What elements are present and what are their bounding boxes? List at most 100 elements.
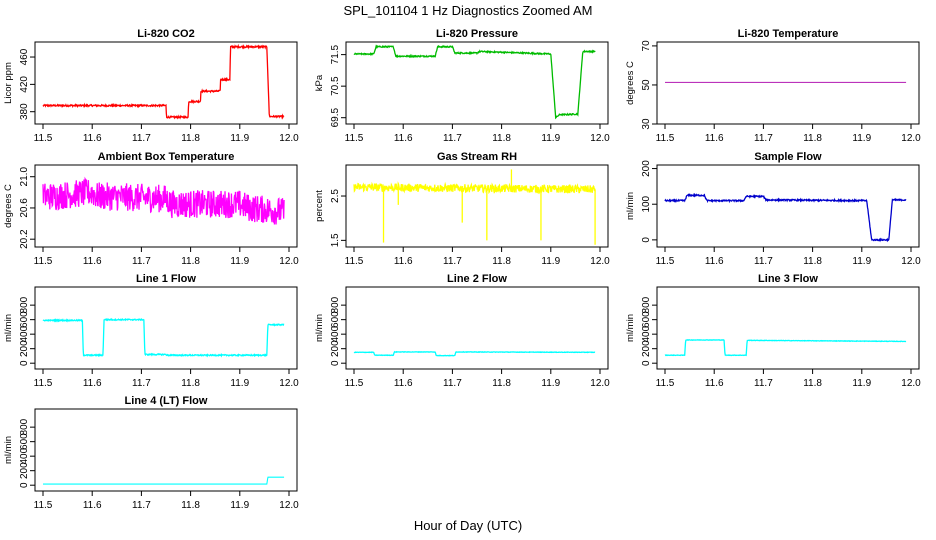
y-axis-label: percent xyxy=(314,190,325,222)
plot-frame xyxy=(656,286,920,370)
series-line xyxy=(353,350,596,357)
x-tick-label: 11.8 xyxy=(181,500,200,511)
x-tick-label: 11.7 xyxy=(132,500,151,511)
y-axis-label: ml/min xyxy=(625,192,636,220)
x-tick-label: 11.8 xyxy=(492,133,511,144)
y-tick-label: 400 xyxy=(330,325,341,342)
y-tick-label: 0 xyxy=(641,360,652,366)
y-tick-label: 200 xyxy=(641,340,652,357)
y-tick-label: 800 xyxy=(19,418,30,435)
x-tick-label: 12.0 xyxy=(590,133,610,144)
y-tick-label: 20.6 xyxy=(19,198,30,218)
y-tick-label: 69.5 xyxy=(330,108,341,128)
x-tick-label: 11.8 xyxy=(492,256,511,267)
x-tick-label: 11.9 xyxy=(230,500,249,511)
y-tick-label: 0 xyxy=(330,360,341,366)
y-axis-label: kPa xyxy=(314,74,325,91)
plot-frame xyxy=(34,41,298,125)
x-tick-label: 11.7 xyxy=(132,378,151,389)
series-line xyxy=(42,176,285,225)
x-tick-label: 11.6 xyxy=(705,133,724,144)
panel-title: Li-820 CO2 xyxy=(137,28,194,40)
panel-title: Ambient Box Temperature xyxy=(98,151,235,163)
panel-1: Li-820 Pressure 11.5 11.6 11.7 11.8 11.9 12.0 6… xyxy=(314,28,610,144)
panel-title: Line 3 Flow xyxy=(758,273,818,285)
y-tick-label: 600 xyxy=(19,433,30,450)
y-tick-label: 30 xyxy=(641,118,652,130)
y-tick-label: 71.5 xyxy=(330,44,341,64)
x-tick-label: 12.0 xyxy=(279,133,299,144)
y-axis-label: ml/min xyxy=(3,436,14,464)
y-tick-label: 50 xyxy=(641,79,652,91)
y-tick-label: 380 xyxy=(19,103,30,120)
y-tick-label: 70 xyxy=(641,40,652,52)
y-tick-label: 0 xyxy=(641,237,652,243)
panels: Li-820 CO2 11.5 11.6 11.7 11.8 11.9 12.0 380 420… xyxy=(3,28,921,511)
x-tick-label: 11.6 xyxy=(394,256,413,267)
x-tick-label: 12.0 xyxy=(901,378,921,389)
y-axis-label: Licor ppm xyxy=(3,62,14,104)
x-tick-label: 12.0 xyxy=(590,256,610,267)
x-tick-label: 12.0 xyxy=(279,500,299,511)
panel-3: Ambient Box Temperature 11.5 11.6 11.7 11.8 1… xyxy=(3,151,299,267)
x-tick-label: 11.6 xyxy=(394,133,413,144)
plot-frame xyxy=(34,408,298,492)
series-line xyxy=(42,317,285,358)
panel-title: Gas Stream RH xyxy=(437,151,517,163)
y-axis-label: degrees C xyxy=(625,61,636,105)
y-tick-label: 400 xyxy=(641,325,652,342)
x-tick-label: 11.6 xyxy=(83,378,102,389)
y-tick-label: 200 xyxy=(641,160,652,177)
x-tick-label: 11.7 xyxy=(443,133,462,144)
x-tick-label: 11.9 xyxy=(852,133,871,144)
y-tick-label: 800 xyxy=(19,296,30,313)
y-tick-label: 600 xyxy=(330,311,341,328)
x-tick-label: 11.5 xyxy=(345,133,364,144)
x-tick-label: 11.7 xyxy=(132,133,151,144)
panel-6: Line 1 Flow 11.5 11.6 11.7 11.8 11.9 12.0 0 2004… xyxy=(3,273,299,389)
x-tick-label: 11.9 xyxy=(852,256,871,267)
y-axis-label: degrees C xyxy=(3,184,14,228)
x-tick-label: 11.7 xyxy=(754,378,773,389)
y-axis-label: ml/min xyxy=(3,314,14,342)
x-tick-label: 12.0 xyxy=(590,378,610,389)
x-tick-label: 11.8 xyxy=(492,378,511,389)
series-line xyxy=(353,44,596,120)
panel-title: Sample Flow xyxy=(754,151,822,163)
x-tick-label: 11.5 xyxy=(656,378,675,389)
y-tick-label: 2.5 xyxy=(330,189,341,203)
x-tick-label: 11.8 xyxy=(181,133,200,144)
plot-frame xyxy=(345,164,609,248)
y-tick-label: 800 xyxy=(641,296,652,313)
panel-9: Line 4 (LT) Flow 11.5 11.6 11.7 11.8 11.9 12.0… xyxy=(3,395,299,511)
y-tick-label: 0 xyxy=(19,360,30,366)
x-tick-label: 11.5 xyxy=(34,500,53,511)
x-tick-label: 11.7 xyxy=(754,133,773,144)
plot-frame xyxy=(34,286,298,370)
y-tick-label: 600 xyxy=(19,311,30,328)
x-tick-label: 11.7 xyxy=(754,256,773,267)
x-tick-label: 11.7 xyxy=(443,256,462,267)
x-tick-label: 11.8 xyxy=(803,133,822,144)
y-tick-label: 70.5 xyxy=(330,76,341,96)
panel-0: Li-820 CO2 11.5 11.6 11.7 11.8 11.9 12.0 380 420… xyxy=(3,28,299,144)
panel-title: Line 2 Flow xyxy=(447,273,507,285)
y-tick-label: 100 xyxy=(641,195,652,212)
series-line xyxy=(664,192,907,243)
series-line xyxy=(353,181,596,195)
series-line xyxy=(664,338,907,357)
panel-7: Line 2 Flow 11.5 11.6 11.7 11.8 11.9 12.0 0 2004… xyxy=(314,273,610,389)
x-tick-label: 11.6 xyxy=(83,133,102,144)
x-tick-label: 11.8 xyxy=(803,256,822,267)
x-tick-label: 11.7 xyxy=(132,256,151,267)
x-tick-label: 12.0 xyxy=(901,133,921,144)
x-tick-label: 11.9 xyxy=(541,378,560,389)
x-tick-label: 11.6 xyxy=(394,378,413,389)
x-tick-label: 11.9 xyxy=(541,133,560,144)
figure-xlabel: Hour of Day (UTC) xyxy=(414,518,522,533)
x-tick-label: 11.8 xyxy=(181,378,200,389)
panel-title: Li-820 Temperature xyxy=(738,28,839,40)
x-tick-label: 11.8 xyxy=(181,256,200,267)
x-tick-label: 11.9 xyxy=(230,378,249,389)
